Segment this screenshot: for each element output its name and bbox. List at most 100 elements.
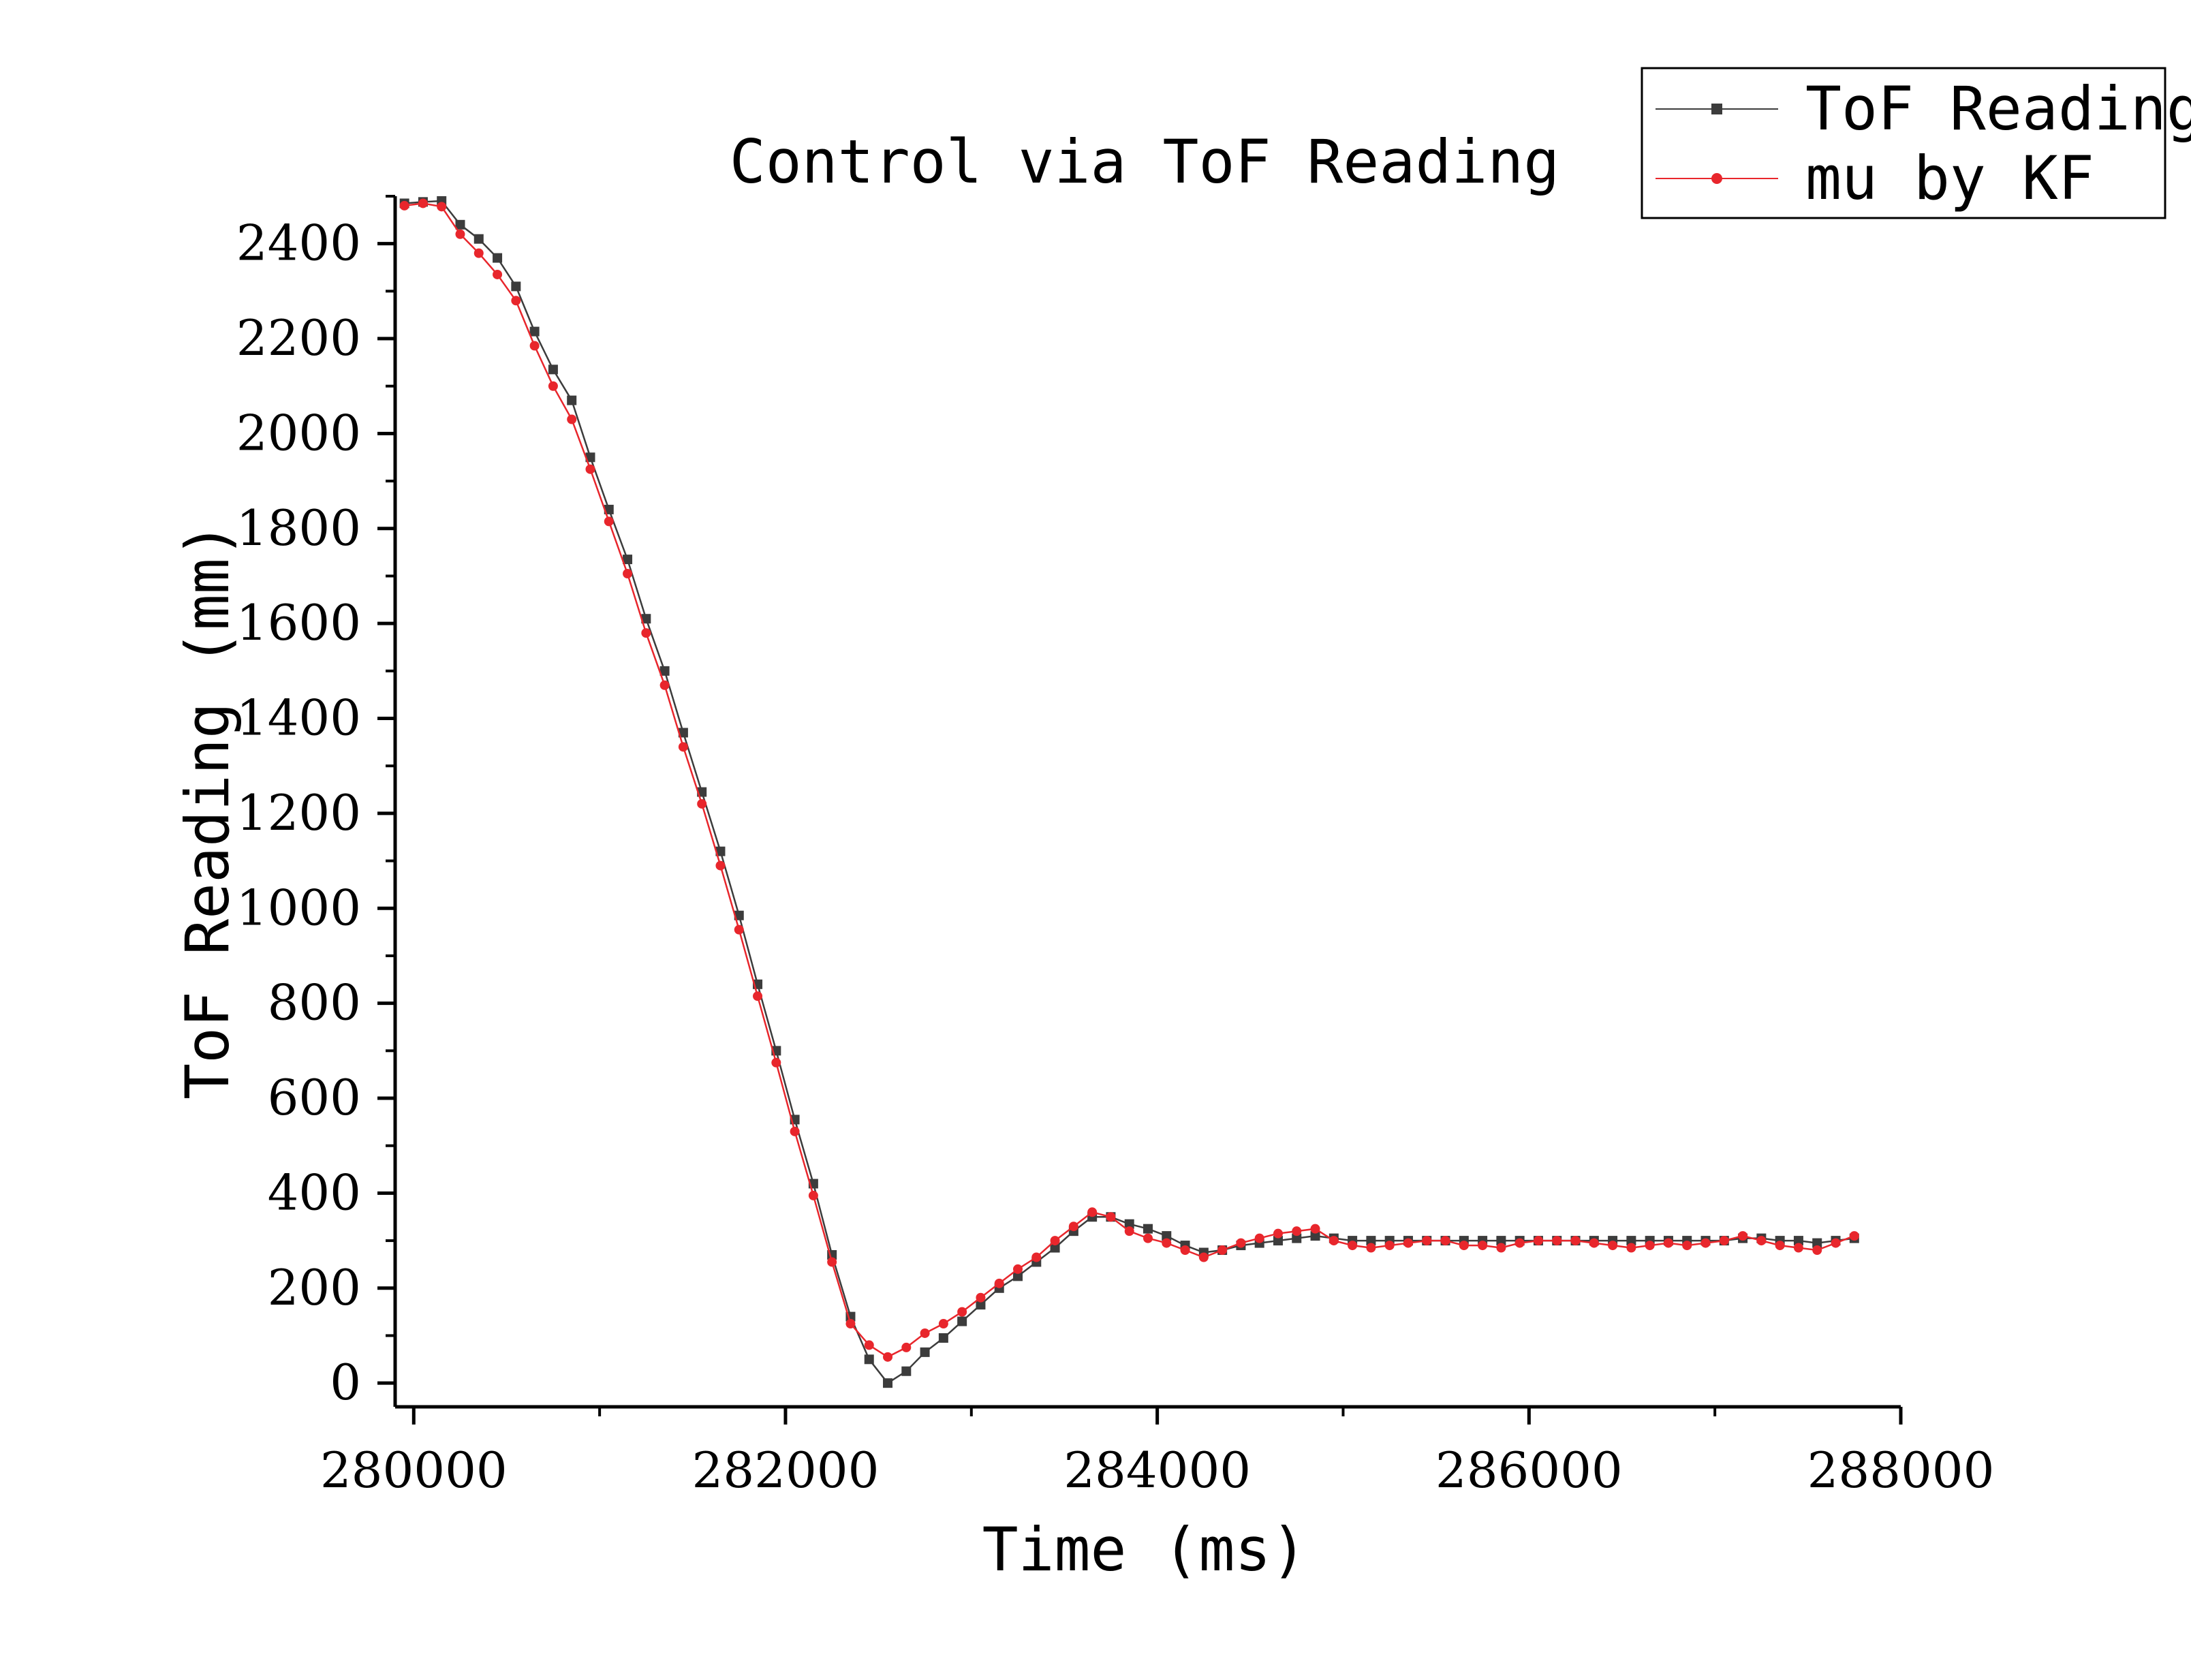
data-point [1849, 1231, 1859, 1241]
data-point [548, 381, 558, 391]
series-0 [399, 196, 1859, 1388]
data-point [641, 628, 651, 638]
y-axis-title: ToF Reading (mm) [172, 522, 243, 1100]
data-point [418, 198, 428, 208]
y-tick-label: 1800 [236, 499, 361, 557]
data-point [493, 269, 503, 279]
data-point [753, 991, 763, 1001]
data-point [1050, 1243, 1060, 1253]
legend-marker-kf [1711, 173, 1722, 184]
legend-marker-tof [1711, 104, 1722, 114]
data-point [1273, 1236, 1283, 1246]
data-point [1292, 1226, 1302, 1236]
data-point [1793, 1243, 1803, 1253]
data-point [1608, 1241, 1618, 1251]
data-point [1440, 1236, 1450, 1246]
y-tick-label: 600 [268, 1069, 361, 1126]
data-point [920, 1328, 930, 1338]
data-point [1812, 1245, 1822, 1256]
data-point [567, 395, 577, 405]
data-point [938, 1319, 948, 1329]
data-point [901, 1366, 912, 1376]
data-point [511, 281, 521, 292]
data-point [473, 234, 484, 244]
data-point [1459, 1241, 1469, 1251]
data-point [976, 1292, 986, 1303]
data-point [604, 504, 614, 514]
data-point [455, 219, 465, 230]
data-point [920, 1347, 930, 1357]
legend-label-tof: ToF Reading [1805, 74, 2191, 144]
data-point [1031, 1252, 1042, 1262]
x-tick-label: 280000 [320, 1442, 508, 1499]
x-axis-title: Time (ms) [982, 1514, 1307, 1585]
data-point [1124, 1226, 1134, 1236]
series-line [404, 200, 1854, 1384]
data-point [1143, 1224, 1153, 1234]
data-point [1552, 1236, 1562, 1246]
series-layer [399, 196, 1859, 1388]
data-point [1198, 1252, 1209, 1262]
data-point [734, 910, 744, 920]
data-point [678, 742, 688, 752]
data-point [399, 200, 409, 211]
data-point [1775, 1241, 1785, 1251]
data-point [1310, 1231, 1320, 1241]
data-point [1496, 1236, 1506, 1246]
ticks-layer: 280000 282000 284000 286000 288000 0 200 400 600… [236, 195, 1995, 1499]
data-point [1254, 1233, 1264, 1243]
data-point [1013, 1271, 1023, 1281]
data-point [808, 1190, 818, 1200]
data-point [1700, 1238, 1711, 1248]
data-point [1384, 1241, 1395, 1251]
data-point [1626, 1236, 1636, 1246]
data-point [1496, 1243, 1506, 1253]
data-point [715, 860, 726, 871]
data-point [678, 728, 688, 738]
data-point [1422, 1236, 1432, 1246]
data-point [659, 666, 670, 676]
y-tick-label: 2400 [236, 215, 361, 272]
data-point [473, 248, 484, 258]
axes-layer [393, 196, 1901, 1409]
y-tick-label: 400 [268, 1164, 361, 1221]
data-point [1682, 1241, 1692, 1251]
y-tick-label: 1000 [236, 879, 361, 936]
series-line [404, 202, 1855, 1358]
data-point [659, 680, 670, 690]
data-point [585, 464, 595, 474]
data-point [641, 614, 651, 624]
data-point [957, 1316, 967, 1326]
x-tick-label: 286000 [1435, 1442, 1623, 1499]
data-point [883, 1378, 893, 1388]
data-point [957, 1307, 967, 1317]
y-tick-label: 1400 [236, 689, 361, 747]
data-point [697, 798, 707, 809]
data-point [1812, 1238, 1822, 1248]
data-point [567, 414, 577, 424]
x-tick-label: 288000 [1807, 1442, 1995, 1499]
data-point [1626, 1243, 1636, 1253]
data-point [1738, 1231, 1748, 1241]
data-point [529, 341, 540, 351]
data-point [1719, 1236, 1729, 1246]
data-point [1589, 1238, 1599, 1248]
data-point [1570, 1236, 1581, 1246]
data-point [1124, 1219, 1134, 1229]
legend[interactable]: ToF Reading mu by KF [1641, 67, 2191, 219]
data-point [715, 846, 726, 856]
chart-title: Control via ToF Reading [730, 127, 1560, 197]
legend-label-kf: mu by KF [1805, 143, 2094, 213]
data-point [1106, 1212, 1116, 1222]
y-tick-label: 2200 [236, 309, 361, 367]
data-point [1292, 1233, 1302, 1243]
data-point [1162, 1238, 1172, 1248]
data-point [1217, 1245, 1228, 1256]
data-point [864, 1354, 874, 1365]
data-point [790, 1126, 800, 1136]
y-tick-label: 1200 [236, 784, 361, 841]
data-point [883, 1352, 893, 1362]
data-point [548, 364, 558, 375]
